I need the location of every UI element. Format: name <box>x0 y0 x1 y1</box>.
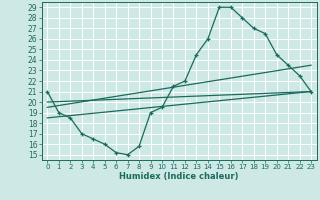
X-axis label: Humidex (Indice chaleur): Humidex (Indice chaleur) <box>119 172 239 181</box>
